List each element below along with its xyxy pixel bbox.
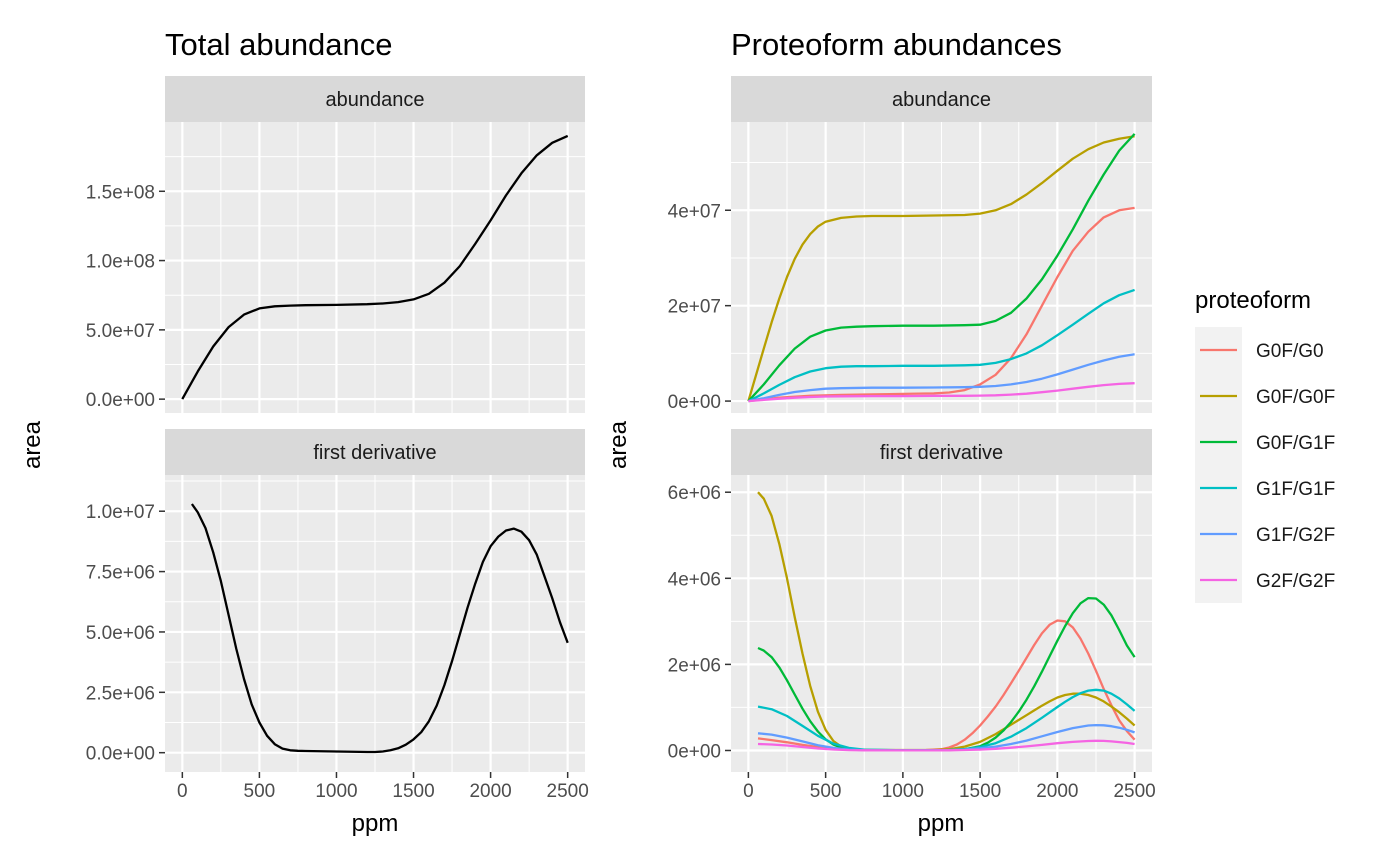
y-tick-label: 7.5e+06 — [86, 563, 155, 584]
y-axis-title-0: area — [19, 420, 46, 469]
y-tick-label: 5.0e+07 — [86, 321, 155, 342]
series-line-g1f-g2f — [757, 723, 1135, 752]
y-axis-title-1: area — [605, 420, 632, 469]
x-tick-label: 500 — [810, 781, 842, 802]
x-tick-label: 0 — [743, 781, 754, 802]
y-tick-label: 2e+06 — [668, 655, 721, 676]
x-axis-title-1: ppm — [918, 810, 965, 837]
y-tick-label: 2e+07 — [668, 297, 721, 318]
y-tick-label: 5.0e+06 — [86, 623, 155, 644]
x-tick-label: 2000 — [469, 781, 511, 802]
legend-title: proteoform — [1195, 287, 1311, 314]
x-axis-title-0: ppm — [352, 810, 399, 837]
series-line-g0f-g1f — [747, 133, 1136, 402]
facet-strip-1-1 — [731, 429, 1152, 475]
facet-strip-label-1-0: abundance — [892, 89, 991, 111]
plot-title-0: Total abundance — [165, 27, 393, 62]
legend-label-g0f-g1f: G0F/G1F — [1256, 433, 1335, 454]
series-line-g2f-g2f — [757, 739, 1135, 752]
facet-strip-1-0 — [731, 76, 1152, 122]
x-tick-label: 2500 — [1113, 781, 1155, 802]
y-tick-label: 4e+07 — [668, 201, 721, 222]
series-line-total-0 — [181, 134, 569, 400]
legend-label-g0f-g0f: G0F/G0F — [1256, 387, 1335, 408]
facet-strip-label-1-1: first derivative — [880, 442, 1003, 464]
y-tick-label: 1.5e+08 — [86, 182, 155, 203]
series-line-g0f-g0f — [757, 491, 1136, 752]
series-line-g0f-g0 — [748, 206, 1135, 403]
y-tick-label: 2.5e+06 — [86, 683, 155, 704]
series-line-g1f-g2f — [748, 353, 1135, 403]
x-tick-label: 500 — [244, 781, 276, 802]
y-tick-label: 1.0e+07 — [86, 502, 155, 523]
y-tick-label: 0.0e+00 — [86, 744, 155, 765]
legend-key-background — [1195, 327, 1242, 603]
legend-label-g1f-g2f: G1F/G2F — [1256, 525, 1335, 546]
plot-title-1: Proteoform abundances — [731, 27, 1062, 62]
x-tick-label: 1500 — [959, 781, 1001, 802]
legend-label-g0f-g0: G0F/G0 — [1256, 341, 1324, 362]
x-tick-label: 1000 — [882, 781, 924, 802]
y-tick-label: 4e+06 — [668, 569, 721, 590]
series-line-g0f-g1f — [757, 596, 1136, 752]
series-line-g1f-g1f — [757, 688, 1136, 752]
y-tick-label: 0e+00 — [668, 741, 721, 762]
y-tick-label: 0e+00 — [668, 392, 721, 413]
y-tick-label: 0.0e+00 — [86, 390, 155, 411]
legend-label-g2f-g2f: G2F/G2F — [1256, 571, 1335, 592]
series-line-g0f-g0f — [747, 135, 1135, 402]
x-tick-label: 2000 — [1036, 781, 1078, 802]
y-tick-label: 6e+06 — [668, 483, 721, 504]
series-line-g1f-g1f — [747, 288, 1135, 403]
facet-strip-label-0-1: first derivative — [313, 442, 436, 464]
x-tick-label: 0 — [177, 781, 188, 802]
facet-strip-0-1 — [165, 429, 585, 475]
x-tick-label: 1000 — [315, 781, 357, 802]
legend-label-g1f-g1f: G1F/G1F — [1256, 479, 1335, 500]
x-tick-label: 1500 — [392, 781, 434, 802]
series-line-g2f-g2f — [748, 382, 1135, 403]
facet-strip-label-0-0: abundance — [326, 89, 425, 111]
facet-strip-0-0 — [165, 76, 585, 122]
y-tick-label: 1.0e+08 — [86, 252, 155, 273]
series-line-total-1 — [190, 503, 569, 754]
x-tick-label: 2500 — [547, 781, 589, 802]
